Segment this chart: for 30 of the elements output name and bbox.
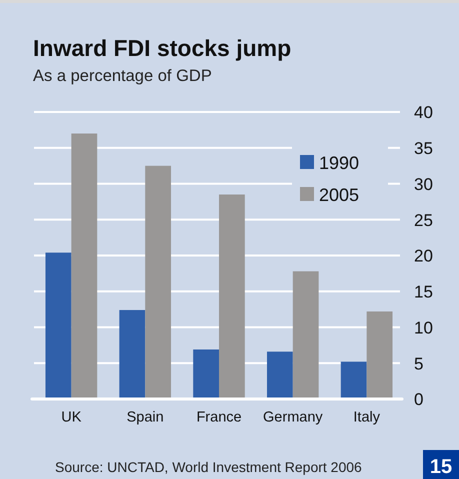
- bar: [119, 310, 146, 399]
- bar: [292, 271, 319, 399]
- legend-label: 2005: [319, 185, 360, 205]
- bar: [340, 362, 367, 399]
- y-tick-label: 35: [414, 138, 433, 158]
- y-tick-label: 20: [414, 246, 433, 266]
- legend-label: 1990: [319, 153, 360, 173]
- chart-title: Inward FDI stocks jump: [33, 35, 292, 61]
- x-tick-label: Spain: [126, 409, 164, 426]
- x-tick-label: Germany: [263, 409, 324, 426]
- y-tick-label: 5: [414, 354, 424, 374]
- y-tick-label: 25: [414, 210, 433, 230]
- bar: [219, 194, 245, 399]
- source-note: Source: UNCTAD, World Investment Report 2006: [55, 459, 362, 475]
- x-tick-label: Italy: [353, 409, 381, 426]
- y-tick-label: 40: [414, 103, 433, 122]
- bar: [193, 349, 219, 399]
- bar: [366, 311, 393, 399]
- bar: [266, 352, 293, 399]
- bar: [45, 252, 72, 399]
- bar: [145, 166, 172, 399]
- bar: [71, 134, 98, 399]
- chart-subtitle: As a percentage of GDP: [33, 67, 212, 85]
- y-tick-label: 0: [414, 390, 424, 410]
- y-tick-label: 15: [414, 282, 433, 302]
- y-tick-label: 10: [414, 318, 433, 338]
- x-tick-label: France: [196, 409, 242, 426]
- text: 15: [430, 456, 452, 478]
- y-tick-label: 30: [414, 174, 433, 194]
- x-tick-label: UK: [61, 409, 82, 426]
